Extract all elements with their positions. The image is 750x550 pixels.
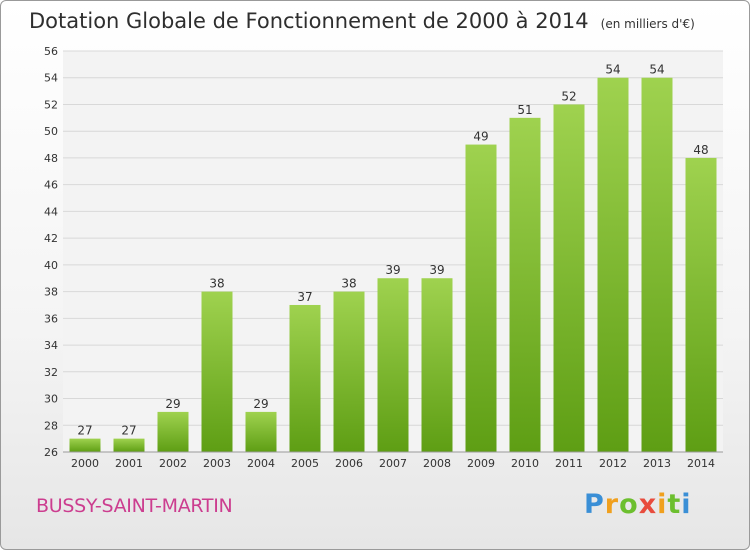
data-label-2002: 29 <box>165 397 180 411</box>
y-tick-label: 38 <box>44 286 58 299</box>
bar-2005 <box>289 304 321 452</box>
bar-2009 <box>465 144 497 453</box>
bar-2010 <box>509 117 541 452</box>
bars <box>69 77 717 453</box>
y-tick-label: 40 <box>44 259 58 272</box>
data-label-2011: 52 <box>561 89 576 103</box>
bar-2008 <box>421 278 453 452</box>
data-label-2007: 39 <box>385 263 400 277</box>
x-tick-label-2004: 2004 <box>247 457 275 470</box>
data-label-2010: 51 <box>517 103 532 117</box>
chart-title: Dotation Globale de Fonctionnement de 20… <box>29 9 695 33</box>
bar-2014 <box>685 157 717 452</box>
y-tick-label: 46 <box>44 179 58 192</box>
data-label-2004: 29 <box>253 397 268 411</box>
data-label-2008: 39 <box>429 263 444 277</box>
x-tick-label-2005: 2005 <box>291 457 319 470</box>
x-tick-label-2010: 2010 <box>511 457 539 470</box>
y-tick-label: 56 <box>44 45 58 58</box>
y-tick-label: 32 <box>44 366 58 379</box>
bar-2002 <box>157 411 189 452</box>
y-axis-ticks: 26 28 30 32 34 36 38 40 42 44 46 48 50 52 54 56 <box>44 45 58 459</box>
y-tick-label: 50 <box>44 125 58 138</box>
x-axis-ticks: 2000 2001 2002 2003 2004 2005 2006 2007 2008 2009… <box>71 457 715 470</box>
chart-title-text: Dotation Globale de Fonctionnement de 20… <box>29 9 589 33</box>
bar-2013 <box>641 77 673 452</box>
x-tick-label-2012: 2012 <box>599 457 627 470</box>
x-tick-label-2000: 2000 <box>71 457 99 470</box>
x-tick-label-2008: 2008 <box>423 457 451 470</box>
x-tick-label-2014: 2014 <box>687 457 715 470</box>
bar-2012 <box>597 77 629 452</box>
y-tick-label: 48 <box>44 152 58 165</box>
commune-name: BUSSY-SAINT-MARTIN <box>36 495 233 517</box>
bar-2007 <box>377 278 409 452</box>
bar-2001 <box>113 438 145 452</box>
y-tick-label: 54 <box>44 72 58 85</box>
bar-2000 <box>69 438 101 452</box>
x-tick-label-2009: 2009 <box>467 457 495 470</box>
y-tick-label: 36 <box>44 312 58 325</box>
x-tick-label-2002: 2002 <box>159 457 187 470</box>
bar-2011 <box>553 104 585 452</box>
x-tick-label-2003: 2003 <box>203 457 231 470</box>
x-tick-label-2013: 2013 <box>643 457 671 470</box>
bar-2004 <box>245 411 277 452</box>
y-tick-label: 44 <box>44 205 58 218</box>
x-tick-label-2007: 2007 <box>379 457 407 470</box>
y-tick-label: 28 <box>44 419 58 432</box>
y-tick-label: 42 <box>44 232 58 245</box>
chart-unit: (en milliers d'€) <box>600 17 695 31</box>
y-tick-label: 34 <box>44 339 58 352</box>
data-label-2014: 48 <box>693 143 708 157</box>
data-label-2000: 27 <box>77 424 92 438</box>
proxiti-logo: Proxiti <box>584 489 692 520</box>
x-tick-label-2011: 2011 <box>555 457 583 470</box>
bar-2006 <box>333 291 365 452</box>
x-tick-label-2006: 2006 <box>335 457 363 470</box>
y-tick-label: 30 <box>44 393 58 406</box>
data-label-2005: 37 <box>297 290 312 304</box>
data-label-2001: 27 <box>121 424 136 438</box>
x-tick-label-2001: 2001 <box>115 457 143 470</box>
data-labels: 27 27 29 38 29 37 38 39 39 49 51 52 54 54 48 <box>77 63 708 438</box>
data-label-2012: 54 <box>605 63 620 77</box>
y-tick-label: 26 <box>44 446 58 459</box>
y-tick-label: 52 <box>44 98 58 111</box>
data-label-2003: 38 <box>209 277 224 291</box>
data-label-2006: 38 <box>341 277 356 291</box>
data-label-2013: 54 <box>649 63 664 77</box>
bar-2003 <box>201 291 233 452</box>
data-label-2009: 49 <box>473 130 488 144</box>
